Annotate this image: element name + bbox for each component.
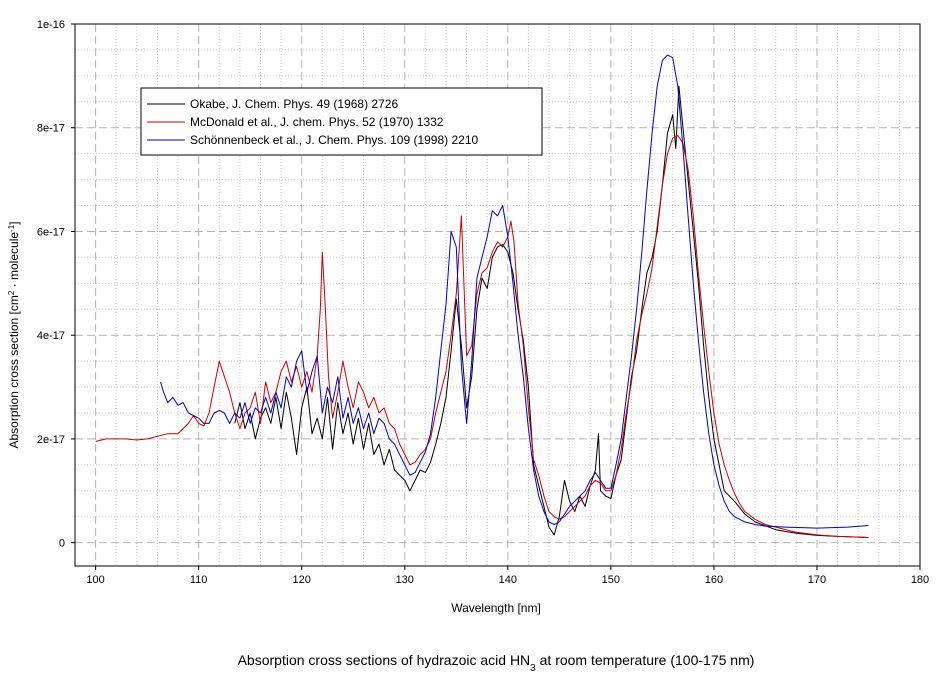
x-tick-label: 150 — [602, 574, 620, 586]
axis-ticks: 100 110 120 130 140 150 160 170 180 0 2e-17 4e-17 6e… — [37, 19, 929, 586]
y-axis-title: Absorption cross section [cm2 · molecule… — [7, 221, 22, 448]
series-line-0 — [234, 85, 869, 538]
x-tick-label: 140 — [499, 574, 517, 586]
x-tick-label: 170 — [808, 574, 826, 586]
legend: Okabe, J. Chem. Phys. 49 (1968) 2726 McD… — [140, 87, 543, 156]
legend-box — [140, 87, 543, 156]
x-tick-label: 180 — [911, 574, 929, 586]
y-tick-label: 2e-17 — [37, 434, 65, 446]
series-line-2 — [160, 54, 869, 529]
y-tick-label: 0 — [59, 538, 65, 550]
x-axis-title: Wavelength [nm] — [451, 601, 541, 615]
x-tick-label: 130 — [396, 574, 414, 586]
y-tick-label: 4e-17 — [37, 330, 65, 342]
x-tick-label: 100 — [86, 574, 104, 586]
legend-label-schonnenbeck: Schönnenbeck et al., J. Chem. Phys. 109 … — [190, 133, 479, 147]
x-tick-label: 160 — [705, 574, 723, 586]
series-lines — [95, 54, 869, 538]
legend-label-mcdonald: McDonald et al., J. chem. Phys. 52 (1970… — [190, 115, 444, 129]
series-line-1 — [95, 135, 869, 538]
x-tick-label: 110 — [190, 574, 208, 586]
y-tick-label: 1e-16 — [37, 19, 65, 31]
plot-area-frame — [74, 23, 921, 567]
x-tick-label: 120 — [293, 574, 311, 586]
figure-caption: Absorption cross sections of hydrazoic a… — [238, 652, 755, 674]
legend-label-okabe: Okabe, J. Chem. Phys. 49 (1968) 2726 — [190, 97, 398, 111]
y-tick-label: 8e-17 — [37, 123, 65, 135]
y-tick-label: 6e-17 — [37, 226, 65, 238]
